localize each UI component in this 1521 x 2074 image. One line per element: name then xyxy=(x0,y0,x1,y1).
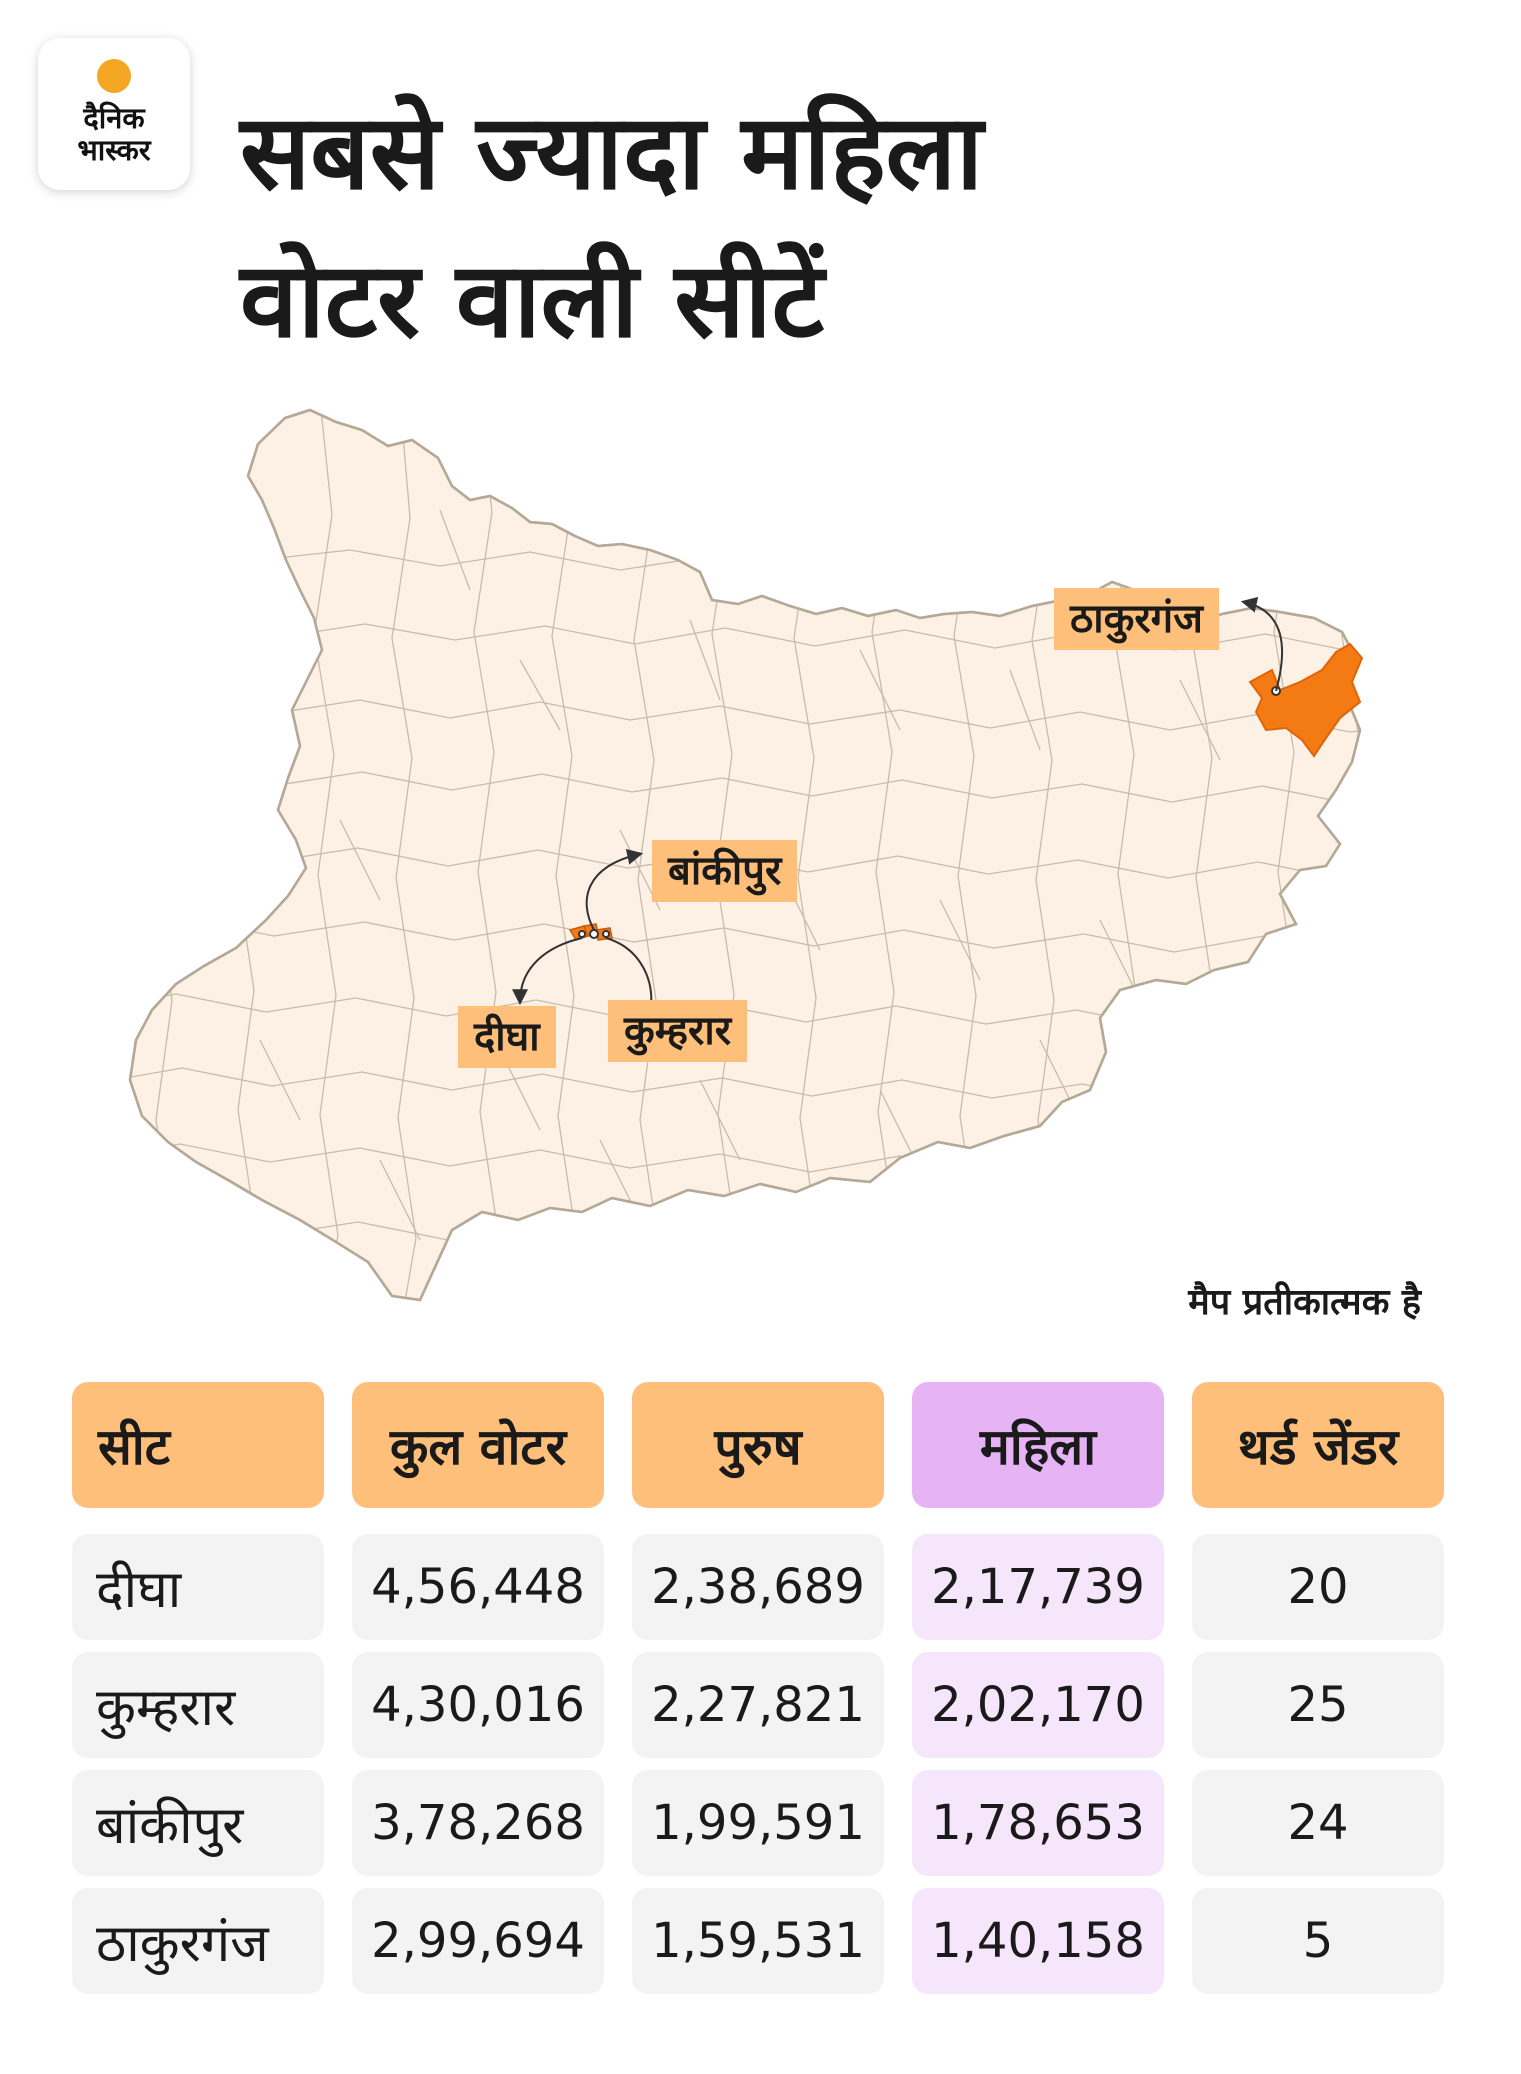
cell-male: 1,59,531 xyxy=(632,1888,884,1994)
cell-seat: कुम्हरार xyxy=(72,1652,324,1758)
header-seat: सीट xyxy=(72,1382,324,1508)
dainik-bhaskar-logo: दैनिक भास्कर xyxy=(38,38,190,190)
cell-seat: दीघा xyxy=(72,1534,324,1640)
voter-table: सीट कुल वोटर पुरुष महिला थर्ड जेंडर दीघा… xyxy=(72,1382,1450,2006)
table-row: दीघा 4,56,448 2,38,689 2,17,739 20 xyxy=(72,1534,1450,1640)
cell-male: 1,99,591 xyxy=(632,1770,884,1876)
cell-seat: ठाकुरगंज xyxy=(72,1888,324,1994)
header-third-gender: थर्ड जेंडर xyxy=(1192,1382,1444,1508)
cell-seat: बांकीपुर xyxy=(72,1770,324,1876)
header-male: पुरुष xyxy=(632,1382,884,1508)
bihar-map xyxy=(0,400,1521,1330)
cell-third-gender: 20 xyxy=(1192,1534,1444,1640)
page-title: सबसे ज्यादा महिला वोटर वाली सीटें xyxy=(240,78,1440,374)
bihar-map-svg xyxy=(128,408,1364,1302)
label-thakurganj: ठाकुरगंज xyxy=(1054,588,1219,650)
table-row: ठाकुरगंज 2,99,694 1,59,531 1,40,158 5 xyxy=(72,1888,1450,1994)
label-bankipur: बांकीपुर xyxy=(652,840,798,902)
cell-female: 2,17,739 xyxy=(912,1534,1164,1640)
table-header-row: सीट कुल वोटर पुरुष महिला थर्ड जेंडर xyxy=(72,1382,1450,1508)
cell-total: 4,56,448 xyxy=(352,1534,604,1640)
table-row: कुम्हरार 4,30,016 2,27,821 2,02,170 25 xyxy=(72,1652,1450,1758)
logo-line-1: दैनिक xyxy=(83,101,145,135)
label-kumhrar: कुम्हरार xyxy=(608,1000,748,1062)
header-female: महिला xyxy=(912,1382,1164,1508)
cell-female: 1,78,653 xyxy=(912,1770,1164,1876)
label-digha: दीघा xyxy=(458,1006,556,1068)
map-disclaimer: मैप प्रतीकात्मक है xyxy=(1188,1282,1421,1323)
sun-icon xyxy=(97,59,131,93)
cell-third-gender: 5 xyxy=(1192,1888,1444,1994)
cell-total: 3,78,268 xyxy=(352,1770,604,1876)
cell-male: 2,38,689 xyxy=(632,1534,884,1640)
cell-female: 1,40,158 xyxy=(912,1888,1164,1994)
header-total-voters: कुल वोटर xyxy=(352,1382,604,1508)
logo-line-2: भास्कर xyxy=(77,133,151,167)
cell-male: 2,27,821 xyxy=(632,1652,884,1758)
cell-female: 2,02,170 xyxy=(912,1652,1164,1758)
cell-total: 4,30,016 xyxy=(352,1652,604,1758)
cell-third-gender: 25 xyxy=(1192,1652,1444,1758)
cell-total: 2,99,694 xyxy=(352,1888,604,1994)
thakurganj-region xyxy=(1248,642,1364,758)
title-line-2: वोटर वाली सीटें xyxy=(240,239,824,361)
table-row: बांकीपुर 3,78,268 1,99,591 1,78,653 24 xyxy=(72,1770,1450,1876)
title-line-1: सबसे ज्यादा महिला xyxy=(240,91,984,213)
cell-third-gender: 24 xyxy=(1192,1770,1444,1876)
